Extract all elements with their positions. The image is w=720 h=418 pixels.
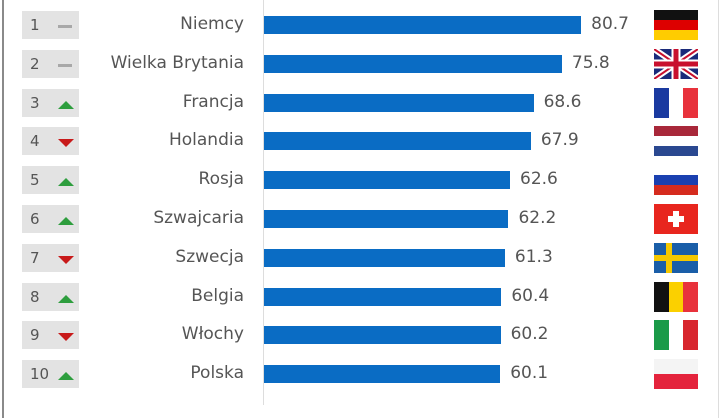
bar-row: 7 Szwecja 61.3 <box>0 239 720 277</box>
rank-box: 2 <box>22 49 79 78</box>
trend-down-icon <box>58 333 74 342</box>
bar <box>264 132 531 151</box>
trend-same-icon <box>58 25 72 28</box>
rank-number: 10 <box>30 365 50 384</box>
rank-box: 3 <box>22 88 79 117</box>
category-label: Szwecja <box>175 246 244 267</box>
category-label: Włochy <box>181 324 244 345</box>
value-label: 75.8 <box>571 52 610 73</box>
trend-down-icon <box>58 139 74 148</box>
bar <box>264 365 501 384</box>
rank-number: 6 <box>30 210 40 228</box>
trend-same-icon <box>58 63 72 67</box>
rank-number: 3 <box>30 93 40 112</box>
trend-up-icon <box>58 178 74 187</box>
sweden-flag-icon <box>654 242 698 273</box>
value-label: 60.2 <box>510 324 549 345</box>
value-label: 60.1 <box>510 363 549 384</box>
switzerland-flag-icon <box>654 204 698 234</box>
bar <box>264 171 511 190</box>
category-label: Polska <box>190 363 244 384</box>
category-label: Wielka Brytania <box>110 52 244 73</box>
italy-flag-icon <box>654 320 698 351</box>
bar <box>264 287 502 306</box>
category-label: Rosja <box>198 169 244 190</box>
category-label: Holandia <box>168 130 244 151</box>
value-label: 80.7 <box>591 14 629 34</box>
bar <box>264 16 582 34</box>
value-label: 68.6 <box>543 91 582 112</box>
bar-row: 3 Francja 68.6 <box>0 84 720 122</box>
rank-number: 5 <box>30 171 40 190</box>
bar <box>264 248 505 267</box>
bar-row: 2 Wielka Brytania 75.8 <box>0 45 720 83</box>
germany-flag-icon <box>654 10 698 40</box>
france-flag-icon <box>654 87 698 118</box>
rank-number: 2 <box>30 54 40 73</box>
value-label: 60.4 <box>511 285 550 306</box>
bar-row: 6 Szwajcaria 62.2 <box>0 200 720 238</box>
rank-box: 1 <box>22 11 79 39</box>
rank-number: 1 <box>30 16 40 34</box>
value-label: 62.2 <box>518 208 557 228</box>
category-label: Francja <box>182 91 244 112</box>
bar <box>264 210 509 228</box>
trend-up-icon <box>58 100 74 109</box>
bar-row: 8 Belgia 60.4 <box>0 278 720 316</box>
trend-up-icon <box>58 217 74 225</box>
rank-box: 7 <box>22 243 79 272</box>
bar-row: 1 Niemcy 80.7 <box>0 6 720 44</box>
rank-box: 4 <box>22 127 79 156</box>
value-label: 61.3 <box>514 246 553 267</box>
uk-flag-icon <box>654 48 698 79</box>
trend-up-icon <box>58 372 74 381</box>
rank-number: 4 <box>30 132 40 151</box>
russia-flag-icon <box>654 165 698 196</box>
trend-down-icon <box>58 255 74 264</box>
bar <box>264 326 501 345</box>
trend-up-icon <box>58 294 74 303</box>
rank-number: 7 <box>30 248 40 267</box>
rank-box: 10 <box>22 360 79 389</box>
bar-row: 9 Włochy 60.2 <box>0 316 720 354</box>
rank-number: 9 <box>30 326 40 345</box>
bar-row: 4 Holandia 67.9 <box>0 122 720 160</box>
axis-line <box>263 0 264 405</box>
belgium-flag-icon <box>654 281 698 312</box>
value-label: 67.9 <box>540 130 579 151</box>
poland-flag-icon <box>654 359 698 390</box>
bar-row: 5 Rosja 62.6 <box>0 161 720 199</box>
netherlands-flag-icon <box>654 126 698 157</box>
rank-number: 8 <box>30 287 40 306</box>
category-label: Szwajcaria <box>153 208 244 228</box>
category-label: Belgia <box>191 285 244 306</box>
category-label: Niemcy <box>180 14 244 34</box>
rank-box: 5 <box>22 166 79 195</box>
rank-box: 9 <box>22 321 79 350</box>
bar <box>264 54 562 73</box>
bar <box>264 93 534 112</box>
rank-box: 8 <box>22 282 79 311</box>
rank-box: 6 <box>22 205 79 233</box>
bar-row: 10 Polska 60.1 <box>0 355 720 393</box>
value-label: 62.6 <box>520 169 558 190</box>
